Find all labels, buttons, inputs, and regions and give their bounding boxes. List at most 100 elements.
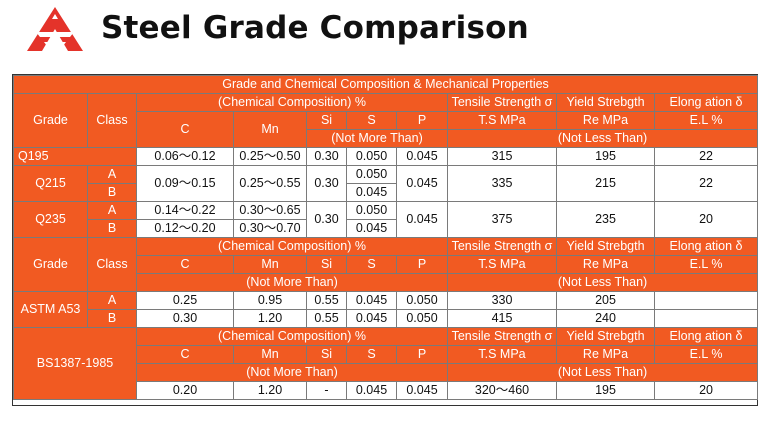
c-cell: 0.12～0.20: [136, 219, 234, 238]
elongation-header: Elong ation δ: [653, 327, 759, 346]
p-header: P: [396, 345, 448, 364]
yield-strength-header: Yield Strebgth: [556, 327, 655, 346]
mn-cell: 0.95: [233, 291, 307, 310]
c-cell: 0.30: [136, 309, 234, 328]
section1-header-row-3: (Not More Than) (Not Less Than): [14, 129, 759, 148]
page-header: Steel Grade Comparison: [0, 0, 768, 62]
steel-grade-table: Grade and Chemical Composition & Mechani…: [12, 75, 759, 400]
grade-header: Grade: [13, 237, 88, 292]
re-unit-header: Re MPa: [556, 111, 655, 130]
c-header: C: [136, 255, 234, 274]
p-cell: 0.050: [396, 291, 448, 310]
p-cell: 0.045: [396, 147, 448, 166]
class-cell: B: [87, 219, 137, 238]
table-caption: Grade and Chemical Composition & Mechani…: [12, 75, 759, 94]
tensile-strength-header: Tensile Strength σ: [447, 93, 557, 112]
si-cell: 0.30: [306, 147, 347, 166]
s-cell: 0.045: [346, 219, 397, 238]
s-cell: 0.050: [346, 147, 397, 166]
chem-composition-header: (Chemical Composition) %: [136, 93, 448, 112]
mn-cell: 0.25～0.55: [233, 165, 307, 202]
not-more-than-label: (Not More Than): [136, 363, 448, 382]
mn-header: Mn: [233, 255, 307, 274]
si-cell: 0.55: [306, 309, 347, 328]
mn-header: Mn: [233, 111, 307, 148]
grade-cell: Q195: [13, 147, 137, 166]
chem-composition-header: (Chemical Composition) %: [136, 327, 448, 346]
table-row: B 0.045: [14, 183, 758, 202]
si-cell: 0.30: [306, 201, 347, 238]
ts-cell: 320～460: [447, 381, 557, 400]
el-cell: 22: [653, 147, 759, 166]
elongation-header: Elong ation δ: [653, 93, 759, 112]
section1-header-row-2: C Mn Si S P T.S MPa Re MPa E.L %: [14, 111, 759, 148]
table-row: ASTM A53 A 0.25 0.95 0.55 0.045 0.050 33…: [13, 291, 759, 328]
s-cell: 0.045: [346, 291, 397, 310]
class-cell: A: [87, 291, 137, 310]
grade-cell: Q235: [13, 201, 88, 238]
section3-header-row-1: BS1387-1985 (Chemical Composition) % Ten…: [13, 327, 759, 400]
mn-cell: 1.20: [233, 309, 307, 328]
si-cell: 0.55: [306, 291, 347, 310]
si-cell: 0.30: [306, 165, 347, 202]
el-cell: [653, 309, 759, 328]
table-row: Q195 0.06～0.12 0.25～0.50 0.30 0.050 0.04…: [13, 147, 759, 166]
el-cell: 20: [653, 201, 759, 238]
not-less-than-label: (Not Less Than): [446, 129, 759, 148]
el-cell: [653, 291, 759, 310]
re-cell: 205: [556, 291, 655, 310]
grade-header: Grade: [13, 93, 88, 148]
section2-header-row-1: Grade Class (Chemical Composition) % Ten…: [13, 237, 759, 292]
el-unit-header: E.L %: [653, 345, 759, 364]
not-less-than-label: (Not Less Than): [446, 273, 759, 292]
si-header: Si: [306, 345, 347, 364]
re-cell: 215: [556, 165, 655, 202]
tensile-strength-header: Tensile Strength σ: [447, 327, 557, 346]
re-cell: 195: [556, 147, 655, 166]
table-row: B 0.30 1.20 0.55 0.045 0.050 415 240: [14, 309, 759, 328]
company-logo-icon: [27, 7, 83, 51]
s-header: S: [346, 345, 397, 364]
p-cell: 0.045: [396, 381, 448, 400]
section1-header-row-1: Grade Class (Chemical Composition) % Ten…: [13, 93, 759, 148]
re-cell: 240: [556, 309, 655, 328]
mn-cell: 1.20: [233, 381, 307, 400]
class-cell: B: [87, 309, 137, 328]
el-unit-header: E.L %: [653, 255, 759, 274]
class-header: Class: [87, 93, 137, 148]
table-row: Q235 A 0.14～0.22 0.30～0.65 0.30 0.050 0.…: [13, 201, 759, 238]
elongation-header: Elong ation δ: [653, 237, 759, 256]
class-cell: A: [87, 201, 137, 220]
s-cell: 0.045: [346, 183, 397, 202]
table-row: Q215 A 0.09～0.15 0.25～0.55 0.30 0.050 0.…: [13, 165, 759, 202]
class-cell: B: [87, 183, 137, 202]
p-cell: 0.045: [396, 201, 448, 238]
el-cell: 20: [653, 381, 759, 400]
ts-unit-header: T.S MPa: [447, 255, 557, 274]
ts-cell: 315: [447, 147, 557, 166]
el-unit-header: E.L %: [653, 111, 759, 130]
mn-cell: 0.25～0.50: [233, 147, 307, 166]
class-header: Class: [87, 237, 137, 292]
class-cell: A: [87, 165, 137, 184]
grade-cell: BS1387-1985: [13, 327, 137, 400]
table-caption-row: Grade and Chemical Composition & Mechani…: [12, 75, 759, 94]
page-title: Steel Grade Comparison: [101, 10, 529, 46]
ts-unit-header: T.S MPa: [447, 345, 557, 364]
grade-cell: Q215: [13, 165, 88, 202]
s-cell: 0.050: [346, 201, 397, 220]
c-cell: 0.20: [136, 381, 234, 400]
c-cell: 0.06～0.12: [136, 147, 234, 166]
comparison-table-frame: Grade and Chemical Composition & Mechani…: [12, 74, 759, 406]
s-cell: 0.045: [346, 381, 397, 400]
not-more-than-label: (Not More Than): [136, 273, 448, 292]
not-more-than-label: (Not More Than): [306, 129, 448, 148]
p-header: P: [396, 255, 448, 274]
ts-cell: 415: [447, 309, 557, 328]
ts-cell: 335: [447, 165, 557, 202]
mn-cell: 0.30～0.70: [233, 219, 307, 238]
si-header: Si: [306, 111, 347, 130]
s-header: S: [346, 255, 397, 274]
not-less-than-label: (Not Less Than): [446, 363, 759, 382]
chem-composition-header: (Chemical Composition) %: [136, 237, 448, 256]
